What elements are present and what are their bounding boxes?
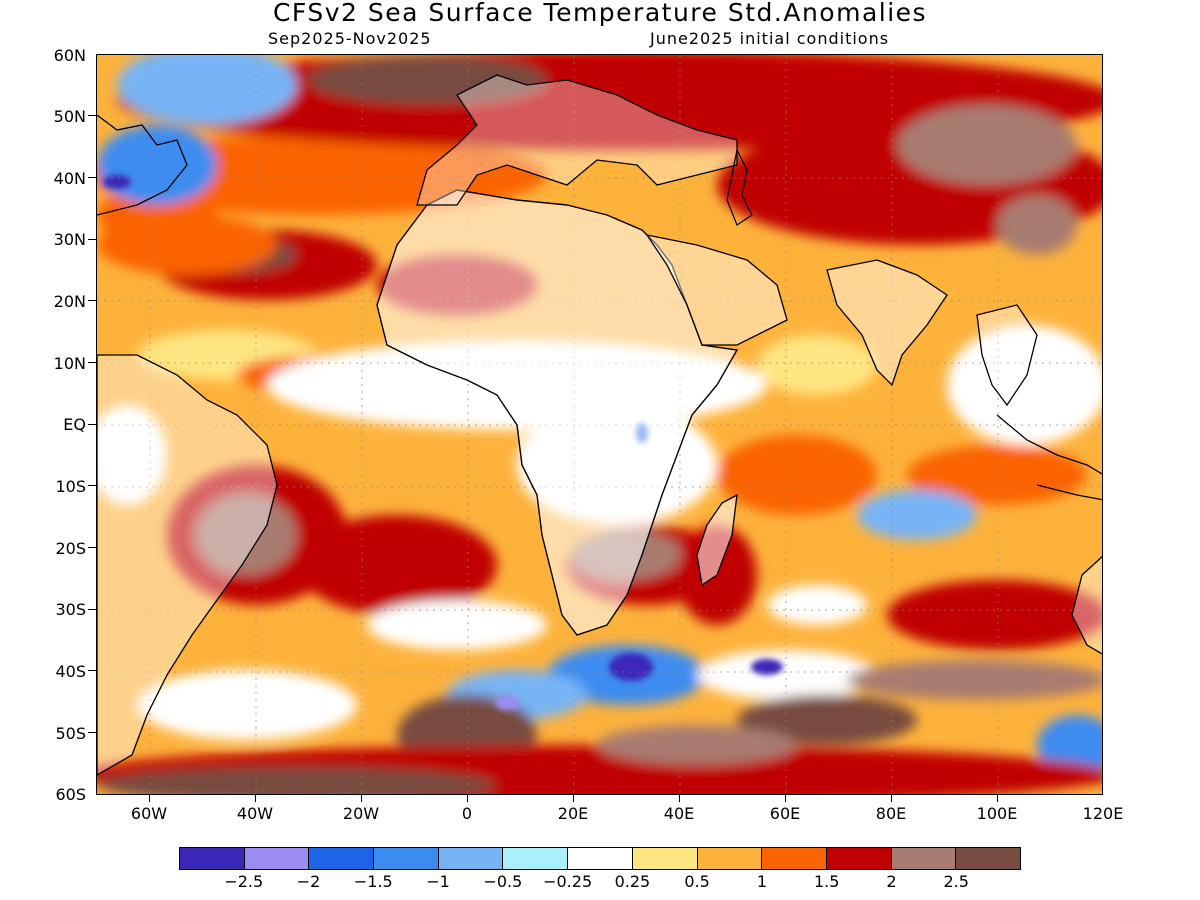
- lon-label-0: 0: [461, 804, 473, 823]
- lon-label-40e: 40E: [663, 804, 695, 823]
- sst-anomaly-map: [96, 54, 1103, 795]
- colorbar-swatch: [309, 848, 375, 869]
- lon-tick: [361, 795, 362, 802]
- colorbar-swatch: [503, 848, 569, 869]
- lon-tick: [255, 795, 256, 802]
- se-asia-land: [976, 304, 1038, 407]
- lon-tick: [467, 795, 468, 802]
- lat-label-20s: 20S: [55, 539, 86, 558]
- colorbar-label: 1.5: [813, 872, 840, 891]
- lon-label-100e: 100E: [976, 804, 1018, 823]
- lon-tick: [997, 795, 998, 802]
- lon-label-60e: 60E: [769, 804, 801, 823]
- colorbar-label: −0.25: [543, 872, 593, 891]
- lat-label-60s: 60S: [55, 785, 86, 804]
- lat-tick: [88, 485, 96, 486]
- south-america-land: [97, 354, 278, 776]
- lat-label-eq: EQ: [63, 415, 86, 434]
- colorbar-swatch: [180, 848, 245, 869]
- arabia-land: [645, 234, 788, 346]
- forecast-period: Sep2025-Nov2025: [268, 29, 432, 48]
- colorbar-swatch: [244, 848, 310, 869]
- lat-tick: [88, 362, 96, 363]
- madagascar-land: [696, 493, 738, 587]
- colorbar-swatch: [891, 848, 957, 869]
- lat-tick: [88, 609, 96, 610]
- colorbar-label: 2: [886, 872, 897, 891]
- colorbar-label: 1: [756, 872, 768, 891]
- lon-label-120e: 120E: [1082, 804, 1124, 823]
- colorbar-label: 0.5: [684, 872, 710, 891]
- lat-label-10s: 10S: [55, 477, 86, 496]
- lon-label-40w: 40W: [236, 804, 274, 823]
- colorbar-swatch: [568, 848, 633, 869]
- colorbar-swatch: [956, 848, 1020, 869]
- europe-land: [416, 74, 738, 206]
- colorbar-swatch: [762, 848, 827, 869]
- indonesia-land: [996, 414, 1102, 501]
- lat-tick: [88, 300, 96, 301]
- colorbar-swatch: [826, 848, 892, 869]
- lat-tick: [88, 732, 96, 733]
- colorbar-label: −2.5: [224, 872, 264, 891]
- colorbar-label: −0.5: [483, 872, 523, 891]
- lon-label-20e: 20E: [557, 804, 589, 823]
- lon-tick: [891, 795, 892, 802]
- anomaly-extremes: [103, 175, 783, 710]
- colorbar-label: −1.5: [353, 872, 393, 891]
- lat-tick: [88, 115, 96, 116]
- colorbar-swatch: [697, 848, 763, 869]
- colorbar-swatch: [632, 848, 698, 869]
- lat-label-40n: 40N: [53, 169, 86, 188]
- grid-lines: [97, 55, 1102, 794]
- lon-label-60w: 60W: [130, 804, 168, 823]
- map-title: CFSv2 Sea Surface Temperature Std.Anomal…: [272, 0, 928, 27]
- lon-label-80e: 80E: [875, 804, 907, 823]
- lat-tick: [88, 670, 96, 671]
- lat-tick: [88, 239, 96, 240]
- colorbar-label: −2: [296, 872, 321, 891]
- lon-tick: [785, 795, 786, 802]
- lat-label-60n: 60N: [53, 46, 86, 65]
- colorbar-swatch: [374, 848, 439, 869]
- lon-label-20w: 20W: [342, 804, 380, 823]
- initial-conditions: June2025 initial conditions: [650, 29, 890, 48]
- lat-label-50s: 50S: [55, 724, 86, 743]
- lon-tick: [679, 795, 680, 802]
- caspian-sea: [726, 148, 753, 226]
- lat-label-40s: 40S: [55, 662, 86, 681]
- lat-label-50n: 50N: [53, 107, 86, 126]
- lat-tick: [88, 177, 96, 178]
- lat-tick: [88, 424, 96, 425]
- lon-tick: [573, 795, 574, 802]
- australia-land: [1071, 555, 1102, 655]
- lat-label-30s: 30S: [55, 600, 86, 619]
- map-canvas: [97, 55, 1102, 794]
- colorbar-label: −1: [426, 872, 450, 891]
- lat-label-30n: 30N: [53, 230, 86, 249]
- north-america-land: [97, 114, 188, 216]
- lon-tick: [149, 795, 150, 802]
- colorbar-swatch: [438, 848, 504, 869]
- anomaly-fields: [97, 55, 1102, 794]
- africa-land: [376, 189, 739, 636]
- colorbar: [179, 847, 1021, 870]
- colorbar-label: 2.5: [943, 872, 969, 891]
- lat-tick: [88, 547, 96, 548]
- lat-label-20n: 20N: [53, 292, 86, 311]
- india-land: [826, 259, 948, 387]
- lat-label-10n: 10N: [53, 354, 86, 373]
- colorbar-label: 0.25: [614, 872, 651, 891]
